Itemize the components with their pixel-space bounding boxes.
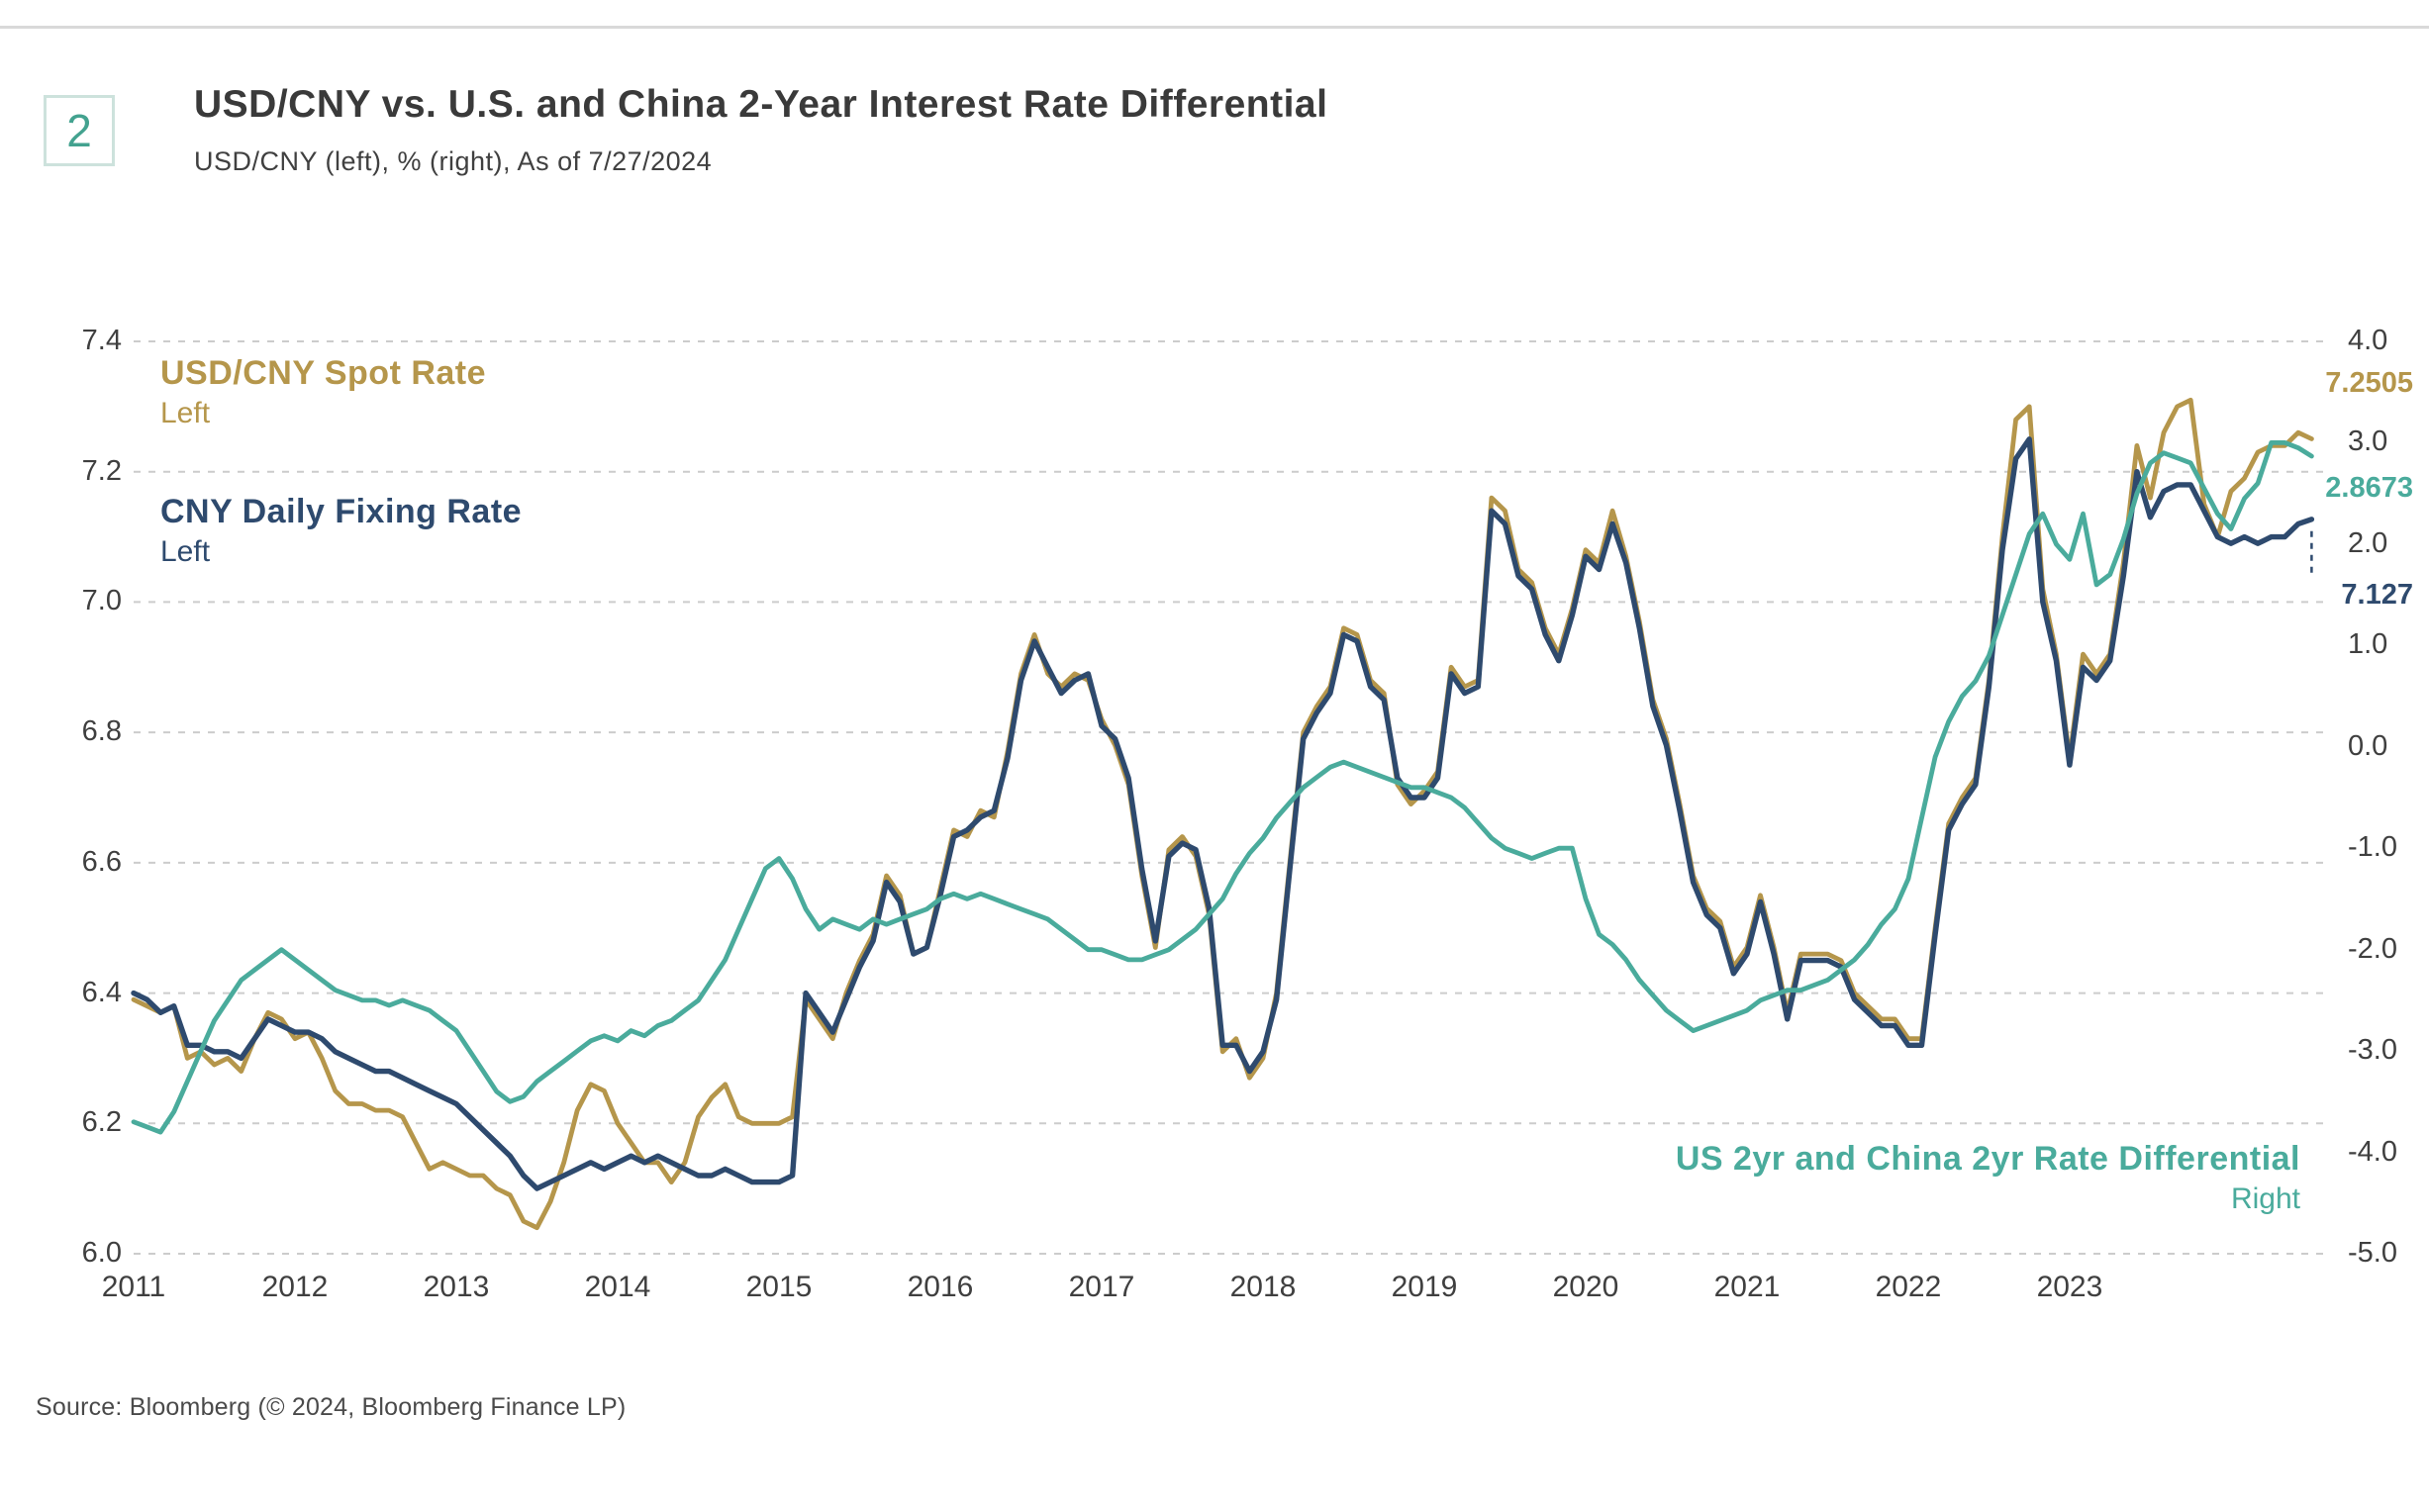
legend-fixing-rate-side: Left <box>160 534 211 568</box>
spot-end-value-label: 7.2505 <box>2325 367 2413 400</box>
left-axis-tick-label: 6.0 <box>81 1237 122 1269</box>
x-axis-year-label: 2018 <box>1229 1271 1297 1303</box>
right-axis-tick-label: 1.0 <box>2348 628 2388 661</box>
fixing-line <box>131 436 2315 1191</box>
top-divider <box>0 26 2429 29</box>
differential-line <box>131 440 2314 1135</box>
left-axis-tick-label: 6.8 <box>81 715 122 748</box>
right-axis-tick-label: 3.0 <box>2348 425 2388 458</box>
x-axis-year-label: 2021 <box>1713 1271 1781 1303</box>
x-axis-year-label: 2011 <box>101 1271 166 1303</box>
left-axis-tick-label: 6.2 <box>81 1106 122 1139</box>
x-axis-year-label: 2020 <box>1552 1271 1619 1303</box>
right-axis-tick-label: -3.0 <box>2348 1034 2397 1067</box>
x-axis-year-label: 2017 <box>1068 1271 1135 1303</box>
fixing-end-value-label: 7.127 <box>2341 578 2413 611</box>
left-axis-tick-label: 7.2 <box>81 454 122 487</box>
left-axis-tick-label: 7.0 <box>81 585 122 617</box>
right-axis-tick-label: -2.0 <box>2348 932 2397 965</box>
legend-spot-rate-side: Left <box>160 396 211 429</box>
source-text: Source: Bloomberg (© 2024, Bloomberg Fin… <box>36 1393 627 1421</box>
legend-rate-differential-side: Right <box>2230 1181 2300 1215</box>
chart-plot <box>131 340 2331 1255</box>
right-axis-tick-label: -4.0 <box>2348 1135 2397 1168</box>
differential-end-value-label: 2.8673 <box>2325 472 2413 505</box>
x-axis-year-label: 2014 <box>584 1271 651 1303</box>
spot-line <box>131 397 2314 1231</box>
x-axis-year-label: 2022 <box>1875 1271 1942 1303</box>
x-axis-year-label: 2012 <box>261 1271 329 1303</box>
left-axis-tick-label: 6.4 <box>81 976 122 1008</box>
left-axis-tick-label: 7.4 <box>81 325 122 356</box>
x-axis-year-label: 2015 <box>745 1271 813 1303</box>
right-axis-tick-label: -5.0 <box>2348 1237 2397 1269</box>
legend-fixing-rate-label: CNY Daily Fixing Rate <box>160 493 523 530</box>
right-axis-tick-label: 4.0 <box>2348 325 2388 356</box>
x-axis-year-label: 2013 <box>423 1271 490 1303</box>
legend-rate-differential-label: US 2yr and China 2yr Rate Differential <box>1675 1140 2300 1178</box>
legend-fixing-rate: CNY Daily Fixing Rate Left <box>160 491 522 570</box>
figure-number-badge: 2 <box>44 95 115 166</box>
left-axis-tick-label: 6.6 <box>81 845 122 878</box>
chart-subtitle: USD/CNY (left), % (right), As of 7/27/20… <box>194 146 713 176</box>
right-axis-tick-label: 2.0 <box>2348 526 2388 559</box>
x-axis-year-label: 2016 <box>907 1271 974 1303</box>
legend-rate-differential: US 2yr and China 2yr Rate Differential R… <box>1676 1138 2300 1217</box>
legend-spot-rate: USD/CNY Spot Rate Left <box>160 352 486 431</box>
x-axis-year-label: 2023 <box>2036 1271 2103 1303</box>
right-axis-tick-label: 0.0 <box>2348 729 2388 762</box>
legend-spot-rate-label: USD/CNY Spot Rate <box>160 354 487 392</box>
figure-number: 2 <box>66 105 92 156</box>
right-axis-tick-label: -1.0 <box>2348 831 2397 864</box>
x-axis-year-label: 2019 <box>1391 1271 1458 1303</box>
chart-title: USD/CNY vs. U.S. and China 2-Year Intere… <box>194 83 1328 126</box>
